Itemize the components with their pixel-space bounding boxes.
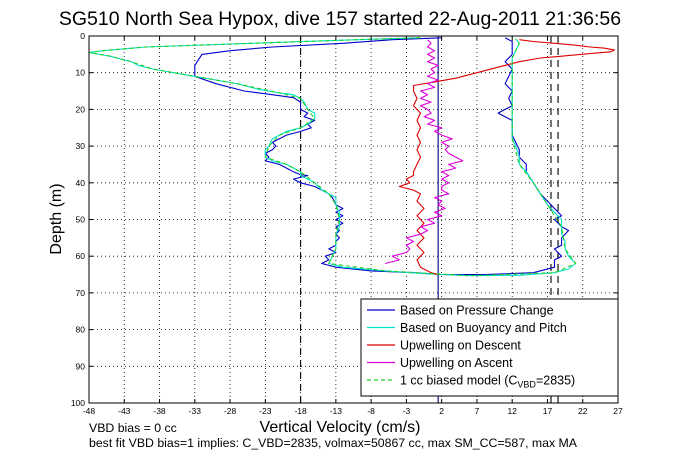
legend-box xyxy=(360,298,619,397)
axis-ticks: -48 -43 -38 -33 -28 -23 -18 -13 -8 -3 2 7 12 17 22 2701… xyxy=(71,31,623,416)
x-tick-label: -48 xyxy=(83,406,96,416)
x-tick-label: -3 xyxy=(403,406,411,416)
data-series xyxy=(88,37,616,277)
y-tick-label: 0 xyxy=(80,31,85,41)
y-tick-label: 90 xyxy=(76,361,86,371)
grid-lines xyxy=(89,36,618,403)
y-tick-label: 30 xyxy=(76,141,86,151)
y-tick-label: 20 xyxy=(76,104,86,114)
legend-label: 1 cc biased model (CVBD=2835) xyxy=(400,374,575,390)
vbd-bias-note: VBD bias = 0 cc xyxy=(89,421,177,435)
legend-label: Upwelling on Descent xyxy=(400,339,521,353)
y-tick-label: 70 xyxy=(76,288,86,298)
series-line xyxy=(88,37,577,277)
x-tick-label: 2 xyxy=(439,406,444,416)
x-tick-label: -8 xyxy=(367,406,375,416)
x-tick-label: 17 xyxy=(543,406,553,416)
x-tick-label: 12 xyxy=(507,406,517,416)
y-tick-label: 50 xyxy=(76,215,86,225)
legend-label: Upwelling on Ascent xyxy=(400,356,513,370)
series-line xyxy=(88,37,577,277)
legend-label: Based on Buoyancy and Pitch xyxy=(400,321,567,335)
y-tick-label: 100 xyxy=(71,398,85,408)
best-fit-note: best fit VBD bias=1 implies: C_VBD=2835,… xyxy=(89,436,578,450)
series-line xyxy=(398,39,616,276)
y-tick-label: 60 xyxy=(76,251,86,261)
series-line xyxy=(194,37,570,276)
x-tick-label: -38 xyxy=(153,406,166,416)
x-tick-label: 7 xyxy=(475,406,480,416)
x-tick-label: -13 xyxy=(330,406,343,416)
y-tick-label: 10 xyxy=(76,68,86,78)
x-tick-label: -33 xyxy=(189,406,202,416)
x-tick-label: -43 xyxy=(118,406,131,416)
chart-legend: Based on Pressure Change Based on Buoyanc… xyxy=(360,298,619,397)
x-axis-label: Vertical Velocity (cm/s) xyxy=(260,419,421,436)
x-tick-label: -18 xyxy=(294,406,307,416)
x-tick-label: -23 xyxy=(259,406,272,416)
x-tick-label: 27 xyxy=(613,406,623,416)
series-line xyxy=(385,39,464,265)
x-tick-label: 22 xyxy=(578,406,588,416)
legend-label: Based on Pressure Change xyxy=(400,304,554,318)
y-tick-label: 80 xyxy=(76,325,86,335)
chart-title: SG510 North Sea Hypox, dive 157 started … xyxy=(59,8,621,30)
y-tick-label: 40 xyxy=(76,178,86,188)
x-tick-label: -28 xyxy=(224,406,237,416)
y-axis-label: Depth (m) xyxy=(48,183,65,254)
